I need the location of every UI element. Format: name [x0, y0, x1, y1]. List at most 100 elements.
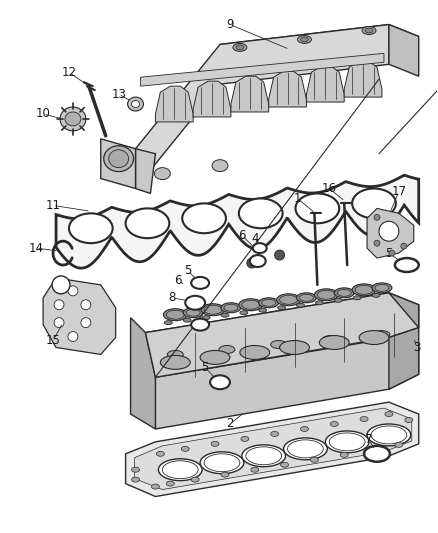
Ellipse shape	[362, 27, 376, 35]
Ellipse shape	[250, 255, 266, 267]
Ellipse shape	[191, 477, 199, 482]
Ellipse shape	[271, 431, 279, 437]
Ellipse shape	[352, 284, 376, 296]
Ellipse shape	[182, 204, 226, 233]
Ellipse shape	[374, 214, 380, 220]
Ellipse shape	[162, 461, 198, 479]
Ellipse shape	[224, 304, 238, 311]
Ellipse shape	[246, 447, 282, 465]
Ellipse shape	[126, 208, 170, 238]
Ellipse shape	[279, 295, 297, 304]
Ellipse shape	[359, 330, 389, 344]
Ellipse shape	[211, 441, 219, 446]
Ellipse shape	[155, 168, 170, 180]
Polygon shape	[126, 402, 419, 497]
Ellipse shape	[275, 250, 285, 260]
Polygon shape	[231, 76, 268, 112]
Text: 1: 1	[294, 192, 301, 205]
Text: 8: 8	[169, 292, 176, 304]
Ellipse shape	[271, 341, 286, 349]
Ellipse shape	[337, 289, 351, 296]
Ellipse shape	[278, 306, 286, 310]
Polygon shape	[141, 53, 384, 86]
Ellipse shape	[379, 221, 399, 241]
Ellipse shape	[183, 318, 191, 322]
Ellipse shape	[300, 37, 308, 42]
Ellipse shape	[340, 453, 348, 457]
Polygon shape	[56, 175, 419, 268]
Ellipse shape	[186, 309, 200, 316]
Text: 5: 5	[184, 264, 192, 278]
Polygon shape	[145, 293, 419, 377]
Ellipse shape	[240, 311, 248, 314]
Text: 2: 2	[226, 417, 234, 431]
Ellipse shape	[163, 309, 187, 321]
Ellipse shape	[367, 424, 411, 446]
Text: 15: 15	[46, 334, 60, 347]
Ellipse shape	[374, 330, 390, 338]
Ellipse shape	[297, 293, 316, 303]
Ellipse shape	[221, 472, 229, 477]
Ellipse shape	[65, 112, 81, 126]
Polygon shape	[193, 81, 231, 117]
Ellipse shape	[259, 298, 279, 308]
Text: 7: 7	[365, 433, 373, 447]
Ellipse shape	[277, 294, 300, 306]
Ellipse shape	[311, 457, 318, 462]
Ellipse shape	[401, 243, 407, 249]
Ellipse shape	[365, 28, 373, 33]
Ellipse shape	[385, 411, 393, 417]
Ellipse shape	[329, 433, 365, 451]
Text: 5: 5	[201, 361, 209, 374]
Ellipse shape	[375, 285, 389, 292]
Ellipse shape	[288, 440, 323, 458]
Polygon shape	[101, 139, 135, 189]
Ellipse shape	[325, 431, 369, 453]
Ellipse shape	[360, 417, 368, 422]
Ellipse shape	[247, 258, 257, 268]
Polygon shape	[43, 278, 116, 354]
Ellipse shape	[395, 442, 403, 447]
Ellipse shape	[372, 293, 380, 297]
Ellipse shape	[372, 283, 392, 293]
Text: 6: 6	[174, 274, 182, 287]
Ellipse shape	[201, 304, 225, 316]
Ellipse shape	[204, 454, 240, 472]
Ellipse shape	[212, 160, 228, 172]
Ellipse shape	[131, 477, 140, 482]
Ellipse shape	[370, 447, 378, 453]
Ellipse shape	[52, 276, 70, 294]
Ellipse shape	[131, 101, 140, 108]
Ellipse shape	[191, 277, 209, 289]
Ellipse shape	[219, 345, 235, 353]
Polygon shape	[268, 71, 307, 107]
Polygon shape	[135, 25, 389, 189]
Ellipse shape	[185, 296, 205, 310]
Ellipse shape	[300, 426, 308, 431]
Ellipse shape	[253, 243, 267, 253]
Ellipse shape	[81, 318, 91, 328]
Ellipse shape	[364, 446, 390, 462]
Ellipse shape	[251, 467, 259, 472]
Ellipse shape	[152, 484, 159, 489]
Ellipse shape	[60, 107, 86, 131]
Ellipse shape	[259, 308, 267, 312]
Polygon shape	[307, 66, 344, 102]
Ellipse shape	[54, 318, 64, 328]
Ellipse shape	[202, 316, 210, 320]
Polygon shape	[155, 86, 193, 122]
Ellipse shape	[109, 150, 129, 168]
Ellipse shape	[352, 189, 396, 219]
Ellipse shape	[334, 288, 354, 298]
Ellipse shape	[191, 319, 209, 330]
Ellipse shape	[322, 336, 338, 343]
Ellipse shape	[283, 438, 327, 460]
Ellipse shape	[371, 426, 407, 444]
Text: 6: 6	[238, 229, 246, 241]
Ellipse shape	[69, 213, 113, 243]
Ellipse shape	[221, 303, 241, 313]
Ellipse shape	[127, 97, 144, 111]
Text: 13: 13	[111, 87, 126, 101]
Ellipse shape	[242, 300, 260, 309]
Ellipse shape	[242, 445, 286, 467]
